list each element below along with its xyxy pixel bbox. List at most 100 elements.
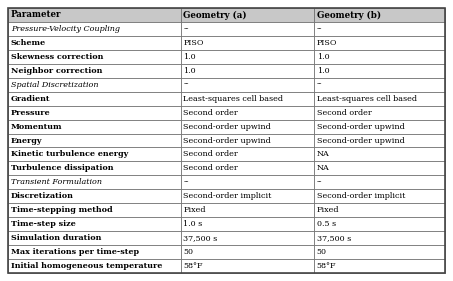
Text: Fixed: Fixed xyxy=(317,206,339,214)
Text: Geometry (b): Geometry (b) xyxy=(317,10,381,20)
Bar xyxy=(8,259,181,273)
Bar xyxy=(8,217,181,231)
Text: Pressure-Velocity Coupling: Pressure-Velocity Coupling xyxy=(11,25,120,33)
Bar xyxy=(314,120,445,133)
Text: PISO: PISO xyxy=(317,39,337,47)
Bar xyxy=(314,203,445,217)
Bar xyxy=(181,120,314,133)
Text: Geometry (a): Geometry (a) xyxy=(183,10,247,20)
Bar xyxy=(314,36,445,50)
Bar xyxy=(314,161,445,175)
Bar xyxy=(8,189,181,203)
Text: --: -- xyxy=(183,81,189,89)
Text: Energy: Energy xyxy=(11,137,42,144)
Bar xyxy=(314,175,445,189)
Bar xyxy=(314,22,445,36)
Bar xyxy=(8,175,181,189)
Bar xyxy=(8,120,181,133)
Bar xyxy=(314,231,445,245)
Text: NA: NA xyxy=(317,150,329,158)
Bar xyxy=(8,22,181,36)
Bar xyxy=(181,22,314,36)
Bar xyxy=(314,106,445,120)
Text: 58°F: 58°F xyxy=(183,262,203,270)
Text: Second order: Second order xyxy=(183,108,238,117)
Text: 1.0: 1.0 xyxy=(183,53,196,61)
Text: Scheme: Scheme xyxy=(11,39,46,47)
Bar xyxy=(8,8,181,22)
Text: Second-order implicit: Second-order implicit xyxy=(317,192,405,200)
Text: Least-squares cell based: Least-squares cell based xyxy=(317,95,417,103)
Text: 50: 50 xyxy=(317,248,327,256)
Bar xyxy=(181,133,314,148)
Bar xyxy=(314,148,445,161)
Text: --: -- xyxy=(317,81,322,89)
Bar xyxy=(8,203,181,217)
Text: 1.0: 1.0 xyxy=(183,67,196,75)
Bar xyxy=(8,133,181,148)
Bar xyxy=(314,217,445,231)
Bar xyxy=(181,78,314,92)
Text: 37,500 s: 37,500 s xyxy=(183,234,217,242)
Bar xyxy=(8,50,181,64)
Text: Pressure: Pressure xyxy=(11,108,50,117)
Bar xyxy=(181,64,314,78)
Text: --: -- xyxy=(317,178,322,186)
Bar xyxy=(181,92,314,106)
Bar xyxy=(181,231,314,245)
Text: Transient Formulation: Transient Formulation xyxy=(11,178,102,186)
Text: Time-stepping method: Time-stepping method xyxy=(11,206,112,214)
Bar xyxy=(181,175,314,189)
Text: --: -- xyxy=(317,25,322,33)
Text: Spatial Discretization: Spatial Discretization xyxy=(11,81,98,89)
Bar xyxy=(8,78,181,92)
Bar xyxy=(314,8,445,22)
Text: Initial homogeneous temperature: Initial homogeneous temperature xyxy=(11,262,162,270)
Text: Simulation duration: Simulation duration xyxy=(11,234,101,242)
Text: NA: NA xyxy=(317,164,329,173)
Text: 1.0 s: 1.0 s xyxy=(183,220,202,228)
Bar xyxy=(181,148,314,161)
Bar xyxy=(181,217,314,231)
Text: Gradient: Gradient xyxy=(11,95,50,103)
Bar xyxy=(8,245,181,259)
Bar xyxy=(181,245,314,259)
Text: Second-order implicit: Second-order implicit xyxy=(183,192,272,200)
Text: PISO: PISO xyxy=(183,39,204,47)
Bar xyxy=(181,36,314,50)
Bar xyxy=(8,106,181,120)
Bar xyxy=(8,64,181,78)
Text: Fixed: Fixed xyxy=(183,206,206,214)
Text: Second order: Second order xyxy=(317,108,371,117)
Text: --: -- xyxy=(183,178,189,186)
Bar xyxy=(314,50,445,64)
Bar xyxy=(8,36,181,50)
Bar xyxy=(181,50,314,64)
Bar xyxy=(314,78,445,92)
Bar xyxy=(181,8,314,22)
Bar xyxy=(181,259,314,273)
Text: 1.0: 1.0 xyxy=(317,53,329,61)
Text: 37,500 s: 37,500 s xyxy=(317,234,351,242)
Text: Second order: Second order xyxy=(183,164,238,173)
Bar xyxy=(8,148,181,161)
Text: Second-order upwind: Second-order upwind xyxy=(183,123,271,131)
Text: Max iterations per time-step: Max iterations per time-step xyxy=(11,248,139,256)
Text: Parameter: Parameter xyxy=(11,10,61,19)
Bar xyxy=(8,161,181,175)
Text: --: -- xyxy=(183,25,189,33)
Text: 50: 50 xyxy=(183,248,193,256)
Text: Discretization: Discretization xyxy=(11,192,73,200)
Bar xyxy=(8,231,181,245)
Bar xyxy=(314,64,445,78)
Text: Time-step size: Time-step size xyxy=(11,220,76,228)
Text: Second-order upwind: Second-order upwind xyxy=(317,123,405,131)
Bar xyxy=(181,106,314,120)
Bar xyxy=(314,245,445,259)
Text: Momentum: Momentum xyxy=(11,123,62,131)
Text: 0.5 s: 0.5 s xyxy=(317,220,336,228)
Text: Neighbor correction: Neighbor correction xyxy=(11,67,102,75)
Bar xyxy=(314,259,445,273)
Text: 58°F: 58°F xyxy=(317,262,336,270)
Bar xyxy=(314,189,445,203)
